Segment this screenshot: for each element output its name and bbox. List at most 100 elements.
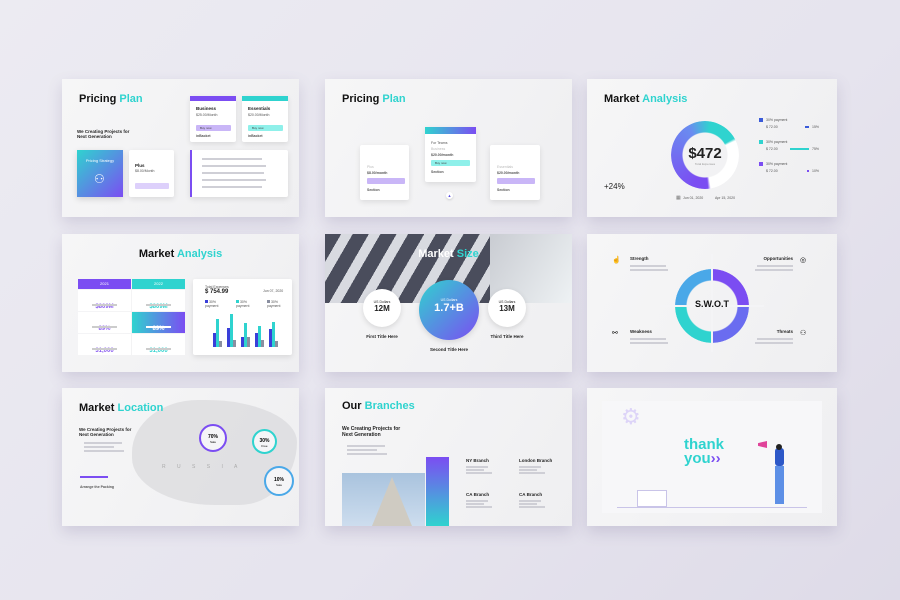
accent-bar	[426, 457, 449, 526]
bar	[255, 333, 258, 347]
bar	[227, 327, 230, 347]
link-icon: ⚯	[612, 330, 618, 337]
stat-circle: US Dollars 12M	[363, 289, 401, 327]
slide-title: Pricing Plan	[79, 93, 143, 105]
progress-bar	[790, 148, 809, 150]
plan-name: Essentials	[497, 165, 513, 169]
legend-item: 30% payment	[205, 300, 219, 308]
slide-title: Market Analysis	[138, 248, 223, 260]
circle-title: Third Title Here	[490, 334, 524, 339]
legend-value: $ 72.00	[766, 125, 778, 129]
slide-our-branches[interactable]: Our Branches We Creating Projects for Ne…	[325, 388, 572, 526]
bar	[213, 333, 216, 347]
plan-label: For Teams	[431, 141, 448, 145]
slide-thank-you[interactable]: ⚙ thank you››	[587, 388, 837, 526]
branch-name: NY Branch	[466, 458, 489, 463]
slide-market-location[interactable]: R U S S I A Market Location We Creating …	[62, 388, 299, 526]
link: Section	[367, 188, 380, 192]
footer-title: Arrange the Packing	[80, 485, 115, 489]
slide-swot[interactable]: S.W.O.T Strength Opportunities Weakness …	[587, 234, 837, 372]
plan-price: $8.00/Month	[135, 169, 155, 173]
branch-name: London Branch	[519, 458, 553, 463]
pricing-card-left: Plus $8.00/month Section	[360, 145, 409, 200]
bar	[219, 341, 222, 347]
calendar-icon: ▦	[676, 195, 681, 201]
chart-date: Jun 07, 2020	[263, 289, 284, 293]
thank-you-text: thank you››	[684, 436, 725, 467]
subtitle: We Creating Projects for Next Generation	[342, 426, 401, 438]
slide-pricing-plan-2[interactable]: Pricing Plan Plus $8.00/month Section Fo…	[325, 79, 572, 217]
bar-chart-card: Total Expenses $ 754.99 Jun 07, 2020 30%…	[193, 279, 292, 355]
bar	[275, 341, 278, 347]
plan-price: $20.00/month	[497, 171, 520, 175]
plan-name: Business	[431, 147, 446, 151]
pricing-strategy-card: Pricing Strategy ⚇	[77, 150, 123, 197]
bar	[269, 329, 272, 347]
growth-value: +24%	[604, 182, 625, 191]
slide-pricing-plan-1[interactable]: Pricing Plan We Creating Projects for Ne…	[62, 79, 299, 217]
legend-value: $ 72.00	[766, 147, 778, 151]
bar	[216, 319, 219, 347]
progress-bar	[806, 170, 809, 172]
bar	[241, 337, 244, 347]
buy-button[interactable]: Buy now	[196, 125, 231, 131]
plan-price: $20.00/Month	[248, 113, 270, 117]
stat-cell: $809M	[132, 290, 185, 311]
slide-title: Market Location	[79, 402, 164, 414]
chart-amount: $ 754.99	[205, 289, 229, 295]
megaphone-icon	[758, 441, 767, 448]
stat-circle: US Dollars 13M	[488, 289, 526, 327]
pricing-card-right: Essentials $20.00/month Section	[490, 145, 540, 200]
building-photo	[342, 473, 425, 526]
legend-pct: 75%	[812, 147, 820, 151]
bar	[244, 323, 247, 347]
column-2021: 2021	[78, 279, 131, 289]
buy-button[interactable]	[497, 178, 535, 184]
pricing-card-business: Business $25.00/Month Buy now inBacket	[190, 96, 236, 142]
link: inBacket	[248, 134, 263, 138]
stat-ring: 30% Free	[252, 429, 277, 454]
date-to: Apr 15, 2020	[715, 196, 736, 200]
buy-button[interactable]	[367, 178, 405, 184]
slide-market-size[interactable]: Market Size US Dollars 12M First Title H…	[325, 234, 572, 372]
plan-name: Business	[196, 106, 217, 111]
legend-swatch	[759, 140, 763, 144]
link: inBacket	[196, 134, 211, 138]
target-icon: ◎	[800, 257, 807, 264]
plan-price: $8.00/month	[367, 171, 388, 175]
features-list	[190, 150, 288, 197]
swot-opportunities: Opportunities	[763, 256, 794, 261]
subtitle: We Creating Projects for Next Generation	[77, 129, 130, 139]
subtitle: We Creating Projects for Next Generation	[79, 427, 132, 437]
legend-pct: 10%	[812, 169, 820, 173]
chevron-up-icon[interactable]: ▲	[446, 192, 453, 199]
slide-title: Our Branches	[342, 400, 415, 412]
bar	[247, 337, 250, 347]
plus-card: Plus $8.00/Month	[129, 150, 174, 197]
buy-button[interactable]	[135, 183, 169, 189]
legend-pct: 15%	[812, 125, 820, 129]
progress-bar	[805, 126, 809, 128]
bar	[258, 326, 261, 347]
swot-strength: Strength	[630, 256, 649, 261]
buy-button[interactable]: Buy now	[248, 125, 283, 131]
bar	[233, 340, 236, 347]
legend-value: $ 72.00	[766, 169, 778, 173]
link: Section	[497, 188, 510, 192]
buy-button[interactable]: Buy now	[431, 160, 470, 166]
box-illustration	[637, 490, 667, 507]
stat-ring: 70% Sale	[199, 424, 227, 452]
circle-title: Second Title Here	[430, 347, 468, 352]
bar	[261, 340, 264, 347]
gear-icon: ⚙	[621, 404, 641, 429]
plan-price: $25.00/Month	[196, 113, 218, 117]
legend-swatch	[759, 162, 763, 166]
swot-weakness: Weakness	[630, 329, 652, 334]
stat-cell: $809M	[78, 290, 131, 311]
slide-market-analysis-2[interactable]: Market Analysis 2021 2022 $809M $809M 89% 8…	[62, 234, 299, 372]
pricing-card-center: For Teams Business $20.00/month Buy now …	[425, 127, 476, 182]
stat-cell: 89%	[132, 312, 185, 333]
plan-name: Plus	[135, 163, 145, 168]
strategy-label: Pricing Strategy	[85, 158, 115, 163]
slide-market-analysis-1[interactable]: Market Analysis $472 Total Expenses +24%…	[587, 79, 837, 217]
